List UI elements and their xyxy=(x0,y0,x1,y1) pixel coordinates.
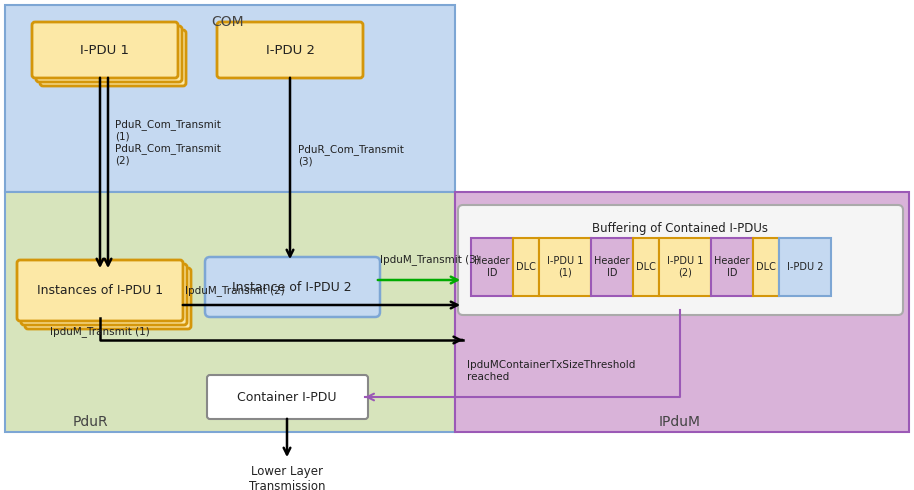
Text: I-PDU 1
(1): I-PDU 1 (1) xyxy=(547,256,583,278)
Text: Container I-PDU: Container I-PDU xyxy=(238,391,336,403)
FancyBboxPatch shape xyxy=(539,238,591,296)
Text: Lower Layer
Transmission: Lower Layer Transmission xyxy=(249,465,325,490)
FancyBboxPatch shape xyxy=(633,238,659,296)
Text: I-PDU 1
(2): I-PDU 1 (2) xyxy=(667,256,703,278)
FancyBboxPatch shape xyxy=(779,238,831,296)
Text: Header
ID: Header ID xyxy=(594,256,630,278)
FancyBboxPatch shape xyxy=(591,238,633,296)
Text: Buffering of Contained I-PDUs: Buffering of Contained I-PDUs xyxy=(592,222,769,235)
FancyBboxPatch shape xyxy=(25,268,191,329)
Text: DLC: DLC xyxy=(636,262,656,272)
Text: I-PDU 2: I-PDU 2 xyxy=(265,44,314,56)
Text: Header
ID: Header ID xyxy=(714,256,749,278)
FancyBboxPatch shape xyxy=(205,257,380,317)
Text: IPduM: IPduM xyxy=(659,415,701,429)
Text: PduR: PduR xyxy=(72,415,108,429)
Text: IpduMContainerTxSizeThreshold
reached: IpduMContainerTxSizeThreshold reached xyxy=(467,360,635,382)
FancyBboxPatch shape xyxy=(5,192,455,432)
Text: DLC: DLC xyxy=(516,262,536,272)
Text: PduR_Com_Transmit
(3): PduR_Com_Transmit (3) xyxy=(298,144,404,166)
FancyBboxPatch shape xyxy=(36,26,182,82)
FancyBboxPatch shape xyxy=(21,264,187,325)
FancyBboxPatch shape xyxy=(711,238,753,296)
FancyBboxPatch shape xyxy=(659,238,711,296)
Text: IpduM_Transmit (3): IpduM_Transmit (3) xyxy=(380,254,480,265)
FancyBboxPatch shape xyxy=(458,205,903,315)
FancyBboxPatch shape xyxy=(217,22,363,78)
FancyBboxPatch shape xyxy=(471,238,513,296)
Text: I-PDU 2: I-PDU 2 xyxy=(787,262,824,272)
Text: Instance of I-PDU 2: Instance of I-PDU 2 xyxy=(232,280,352,294)
FancyBboxPatch shape xyxy=(17,260,183,321)
FancyBboxPatch shape xyxy=(40,30,186,86)
Text: IpduM_Transmit (2): IpduM_Transmit (2) xyxy=(185,285,285,296)
Text: Instances of I-PDU 1: Instances of I-PDU 1 xyxy=(37,284,163,296)
Text: Header
ID: Header ID xyxy=(474,256,510,278)
FancyBboxPatch shape xyxy=(207,375,368,419)
Text: COM: COM xyxy=(212,15,244,29)
FancyBboxPatch shape xyxy=(5,5,455,192)
Text: DLC: DLC xyxy=(756,262,776,272)
FancyBboxPatch shape xyxy=(753,238,779,296)
FancyBboxPatch shape xyxy=(455,192,909,432)
Text: IpduM_Transmit (1): IpduM_Transmit (1) xyxy=(50,326,150,337)
Text: PduR_Com_Transmit
(1)
PduR_Com_Transmit
(2): PduR_Com_Transmit (1) PduR_Com_Transmit … xyxy=(115,119,221,165)
FancyBboxPatch shape xyxy=(32,22,178,78)
Text: I-PDU 1: I-PDU 1 xyxy=(80,44,130,56)
FancyBboxPatch shape xyxy=(513,238,539,296)
